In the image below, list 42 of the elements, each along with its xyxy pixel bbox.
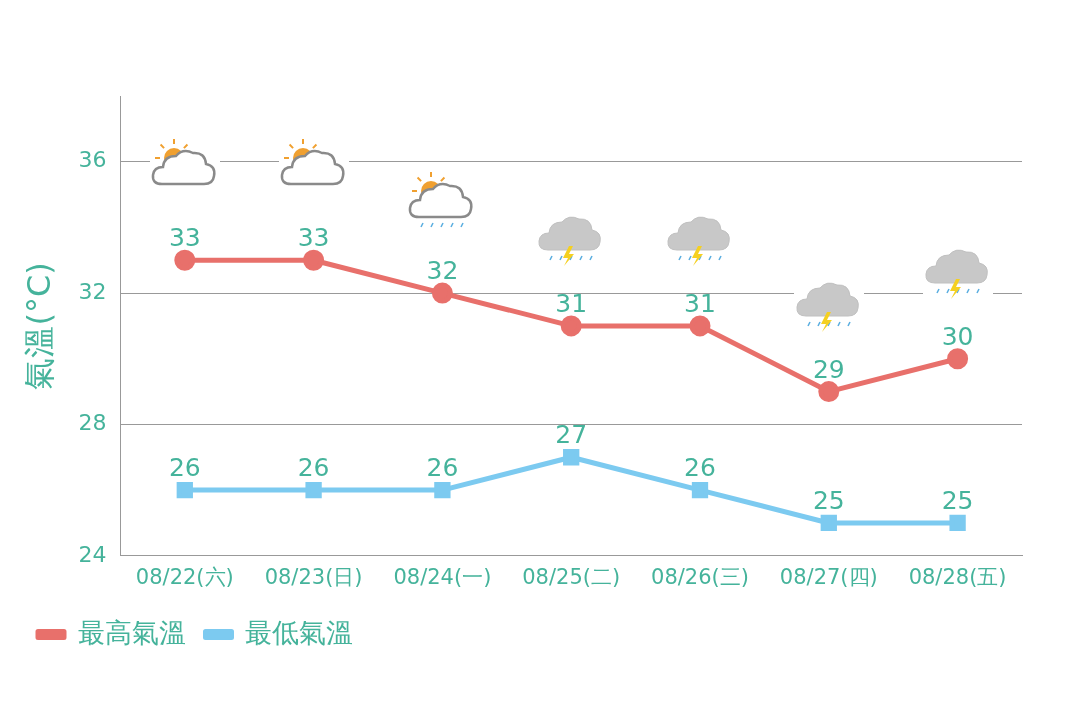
data-label: 25: [812, 485, 845, 515]
data-label: 25: [941, 485, 974, 515]
data-label: 26: [426, 453, 459, 483]
y-tick-label: 28: [78, 410, 107, 436]
x-tick-label: 08/27(四): [779, 564, 878, 589]
data-label: 26: [684, 453, 716, 483]
x-tick-label: 08/26(三): [651, 564, 749, 589]
y-tick-label: 24: [78, 541, 107, 567]
point: [563, 449, 580, 466]
x-tick-label: 08/25(二): [522, 564, 621, 589]
x-tick-label: 08/28(五): [908, 564, 1007, 589]
point: [689, 315, 711, 337]
point: [434, 481, 451, 499]
data-label: 32: [426, 256, 459, 286]
y-tick-label: 32: [78, 278, 107, 304]
point: [818, 381, 840, 403]
data-label: 31: [684, 288, 716, 318]
data-label: 26: [297, 453, 330, 483]
legend-label: 最低氣溫: [245, 616, 353, 648]
y-axis-title: 氣溫(°C): [19, 262, 58, 390]
data-label: 33: [168, 223, 201, 253]
point: [560, 315, 582, 337]
data-label: 26: [168, 453, 201, 483]
x-tick-label: 08/22(六): [135, 564, 234, 589]
data-label: 33: [297, 223, 330, 253]
x-tick-label: 08/24(一): [393, 564, 492, 589]
point: [305, 481, 322, 499]
point: [174, 249, 196, 271]
point: [947, 348, 969, 370]
data-label: 30: [941, 321, 974, 351]
data-label: 27: [555, 420, 588, 450]
point: [691, 481, 709, 499]
y-tick-label: 36: [78, 147, 107, 173]
point: [431, 282, 453, 304]
point: [176, 481, 193, 499]
data-label: 29: [812, 354, 845, 384]
data-label: 31: [555, 288, 588, 318]
legend-label: 最高氣溫: [77, 616, 186, 648]
point: [303, 249, 325, 271]
point: [820, 514, 837, 532]
point: [949, 514, 966, 532]
x-tick-label: 08/23(日): [264, 564, 363, 589]
